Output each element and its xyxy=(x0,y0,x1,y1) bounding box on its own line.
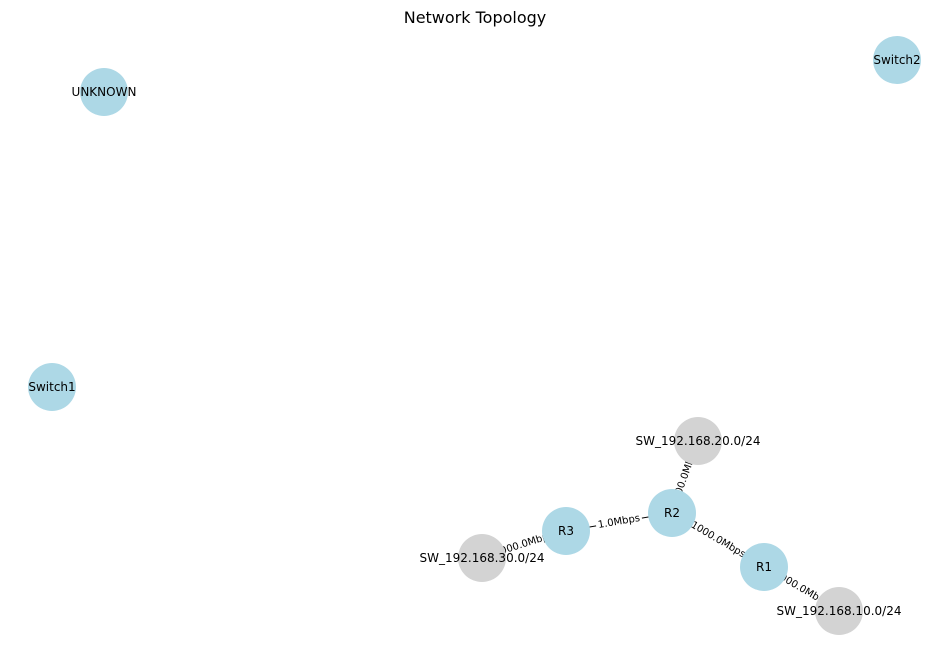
router-node-circle[interactable] xyxy=(740,543,788,591)
edge-label-background xyxy=(595,512,643,532)
edge-label-group: 1.0Mbps xyxy=(595,512,643,532)
edge-label-group: 1000.0Mbps xyxy=(686,518,750,562)
router-node-circle[interactable] xyxy=(542,507,590,555)
node-label: SW_192.168.20.0/24 xyxy=(636,434,761,448)
edge-label: 1000.0Mbps xyxy=(689,520,748,561)
node-label: UNKNOWN xyxy=(72,85,137,99)
router-node-circle[interactable] xyxy=(873,36,921,84)
nodes-layer: UNKNOWN Switch2 Switch1 SW_192.168.20.0/24 R… xyxy=(28,36,921,635)
edge-label: 1.0Mbps xyxy=(597,513,641,531)
node-label: Switch1 xyxy=(28,380,75,394)
edge-label-background xyxy=(686,518,750,562)
node-unknown[interactable]: UNKNOWN xyxy=(72,68,137,116)
edge-label-background xyxy=(770,567,833,611)
node-sw-192-168-30-0-24[interactable]: SW_192.168.30.0/24 xyxy=(420,534,545,582)
node-r1[interactable]: R1 xyxy=(740,543,788,591)
router-node-circle[interactable] xyxy=(648,489,696,537)
node-label: SW_192.168.30.0/24 xyxy=(420,551,545,565)
subnet-node-circle[interactable] xyxy=(815,587,863,635)
node-sw-192-168-20-0-24[interactable]: SW_192.168.20.0/24 xyxy=(636,417,761,465)
node-label: Switch2 xyxy=(873,53,920,67)
node-r2[interactable]: R2 xyxy=(648,489,696,537)
router-node-circle[interactable] xyxy=(80,68,128,116)
node-sw-192-168-10-0-24[interactable]: SW_192.168.10.0/24 xyxy=(777,587,902,635)
node-label: R2 xyxy=(664,506,680,520)
node-label: SW_192.168.10.0/24 xyxy=(777,604,902,618)
node-label: R1 xyxy=(756,560,772,574)
node-switch1[interactable]: Switch1 xyxy=(28,363,76,411)
node-label: R3 xyxy=(558,524,574,538)
subnet-node-circle[interactable] xyxy=(674,417,722,465)
subnet-node-circle[interactable] xyxy=(458,534,506,582)
edge-label-background xyxy=(490,528,558,561)
diagram-title: Network Topology xyxy=(404,8,547,27)
node-r3[interactable]: R3 xyxy=(542,507,590,555)
node-switch2[interactable]: Switch2 xyxy=(873,36,921,84)
router-node-circle[interactable] xyxy=(28,363,76,411)
